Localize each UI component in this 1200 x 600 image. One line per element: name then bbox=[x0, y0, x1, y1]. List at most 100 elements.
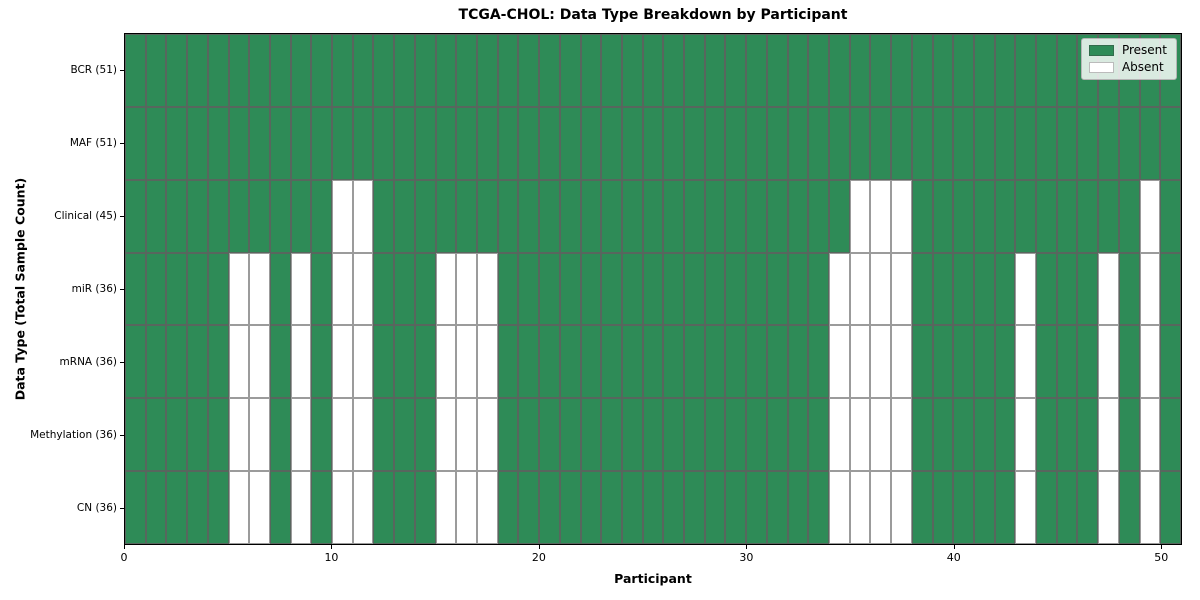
heatmap-cell bbox=[187, 106, 208, 180]
heatmap-cell bbox=[290, 179, 312, 253]
heatmap-cell bbox=[746, 179, 767, 253]
heatmap-cell bbox=[207, 252, 229, 326]
heatmap-cell bbox=[125, 471, 146, 544]
heatmap-cell bbox=[829, 34, 850, 107]
y-tick-label: mRNA (36) bbox=[59, 356, 117, 369]
heatmap-cell bbox=[477, 398, 498, 472]
heatmap-cell bbox=[290, 252, 312, 326]
heatmap-cell bbox=[394, 398, 415, 472]
heatmap-cell bbox=[518, 325, 540, 399]
heatmap-cell bbox=[932, 325, 954, 399]
heatmap-cell bbox=[684, 34, 705, 107]
heatmap-cell bbox=[1015, 471, 1037, 544]
heatmap-cell bbox=[704, 106, 726, 180]
heatmap-cell bbox=[166, 179, 188, 253]
heatmap-cell bbox=[787, 252, 809, 326]
heatmap-cell bbox=[725, 252, 747, 326]
heatmap-cell bbox=[1160, 471, 1181, 544]
heatmap-cell bbox=[994, 179, 1016, 253]
heatmap-cell bbox=[725, 34, 747, 107]
heatmap-cell bbox=[145, 471, 167, 544]
plot-area: Present Absent bbox=[124, 33, 1182, 545]
heatmap-cell bbox=[373, 252, 395, 326]
heatmap-cell bbox=[1036, 471, 1057, 544]
heatmap-cell bbox=[269, 398, 291, 472]
heatmap-cell bbox=[456, 471, 477, 544]
heatmap-cell bbox=[1036, 398, 1057, 472]
heatmap-cell bbox=[787, 34, 809, 107]
heatmap-cell bbox=[891, 471, 912, 544]
heatmap-cell bbox=[352, 106, 374, 180]
heatmap-cell bbox=[932, 179, 954, 253]
heatmap-cell bbox=[829, 179, 850, 253]
heatmap-cell bbox=[911, 252, 933, 326]
heatmap-cell bbox=[352, 471, 374, 544]
y-tick-label: CN (36) bbox=[76, 502, 117, 515]
heatmap-cell bbox=[953, 325, 974, 399]
heatmap-cell bbox=[1077, 398, 1099, 472]
heatmap-cell bbox=[269, 179, 291, 253]
heatmap-cell bbox=[249, 252, 270, 326]
heatmap-cell bbox=[249, 106, 270, 180]
heatmap-cell bbox=[1118, 179, 1140, 253]
heatmap-cell bbox=[290, 471, 312, 544]
heatmap-cell bbox=[663, 252, 685, 326]
heatmap-cell bbox=[125, 325, 146, 399]
heatmap-grid bbox=[125, 34, 1181, 544]
heatmap-cell bbox=[518, 252, 540, 326]
heatmap-cell bbox=[394, 325, 415, 399]
heatmap-cell bbox=[187, 325, 208, 399]
heatmap-cell bbox=[414, 34, 436, 107]
heatmap-cell bbox=[332, 106, 353, 180]
heatmap-cell bbox=[766, 325, 788, 399]
heatmap-cell bbox=[435, 179, 457, 253]
heatmap-cell bbox=[207, 106, 229, 180]
heatmap-cell bbox=[787, 398, 809, 472]
heatmap-cell bbox=[870, 471, 892, 544]
heatmap-cell bbox=[207, 325, 229, 399]
y-tick-mark bbox=[120, 508, 124, 510]
y-axis-label: Data Type (Total Sample Count) bbox=[12, 177, 28, 401]
legend-swatch-present-icon bbox=[1088, 44, 1114, 56]
heatmap-cell bbox=[1118, 106, 1140, 180]
heatmap-cell bbox=[808, 34, 829, 107]
heatmap-cell bbox=[166, 471, 188, 544]
heatmap-cell bbox=[911, 471, 933, 544]
heatmap-cell bbox=[891, 398, 912, 472]
heatmap-cell bbox=[373, 471, 395, 544]
heatmap-cell bbox=[704, 179, 726, 253]
heatmap-cell bbox=[621, 106, 643, 180]
heatmap-cell bbox=[249, 179, 270, 253]
heatmap-cell bbox=[580, 325, 602, 399]
heatmap-cell bbox=[539, 34, 560, 107]
heatmap-cell bbox=[477, 471, 498, 544]
heatmap-cell bbox=[1036, 325, 1057, 399]
heatmap-cell bbox=[539, 179, 560, 253]
heatmap-cell bbox=[477, 179, 498, 253]
heatmap-cell bbox=[808, 471, 829, 544]
heatmap-cell bbox=[746, 398, 767, 472]
heatmap-cell bbox=[456, 325, 477, 399]
heatmap-cell bbox=[207, 398, 229, 472]
chart-title: TCGA-CHOL: Data Type Breakdown by Partic… bbox=[458, 7, 848, 23]
heatmap-cell bbox=[497, 179, 519, 253]
heatmap-cell bbox=[228, 34, 250, 107]
heatmap-cell bbox=[642, 179, 664, 253]
heatmap-cell bbox=[1056, 325, 1078, 399]
heatmap-cell bbox=[1015, 34, 1037, 107]
heatmap-cell bbox=[787, 325, 809, 399]
x-tick-mark bbox=[1161, 545, 1163, 549]
heatmap-cell bbox=[414, 106, 436, 180]
heatmap-cell bbox=[849, 398, 871, 472]
heatmap-cell bbox=[932, 398, 954, 472]
heatmap-cell bbox=[973, 34, 995, 107]
heatmap-cell bbox=[1036, 179, 1057, 253]
heatmap-cell bbox=[311, 471, 333, 544]
x-tick-mark bbox=[538, 545, 540, 549]
heatmap-cell bbox=[1139, 325, 1161, 399]
heatmap-cell bbox=[684, 471, 705, 544]
heatmap-cell bbox=[166, 325, 188, 399]
heatmap-cell bbox=[249, 34, 270, 107]
heatmap-cell bbox=[249, 471, 270, 544]
heatmap-cell bbox=[145, 325, 167, 399]
